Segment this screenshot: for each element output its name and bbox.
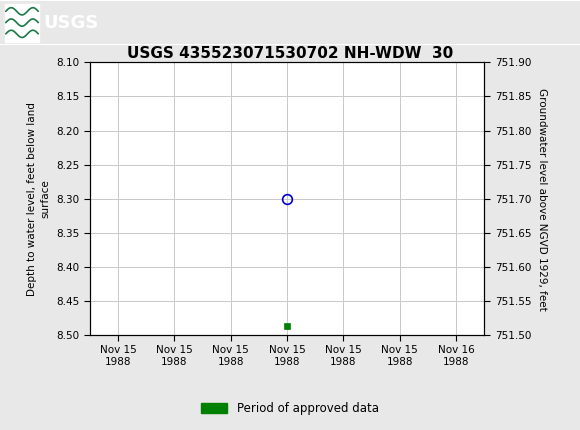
Text: USGS 435523071530702 NH-WDW  30: USGS 435523071530702 NH-WDW 30 [127, 46, 453, 61]
Bar [5, 3, 39, 42]
Text: USGS: USGS [44, 14, 99, 31]
Y-axis label: Groundwater level above NGVD 1929, feet: Groundwater level above NGVD 1929, feet [536, 87, 547, 310]
Y-axis label: Depth to water level, feet below land
surface: Depth to water level, feet below land su… [27, 102, 50, 296]
Legend: Period of approved data: Period of approved data [197, 397, 383, 420]
